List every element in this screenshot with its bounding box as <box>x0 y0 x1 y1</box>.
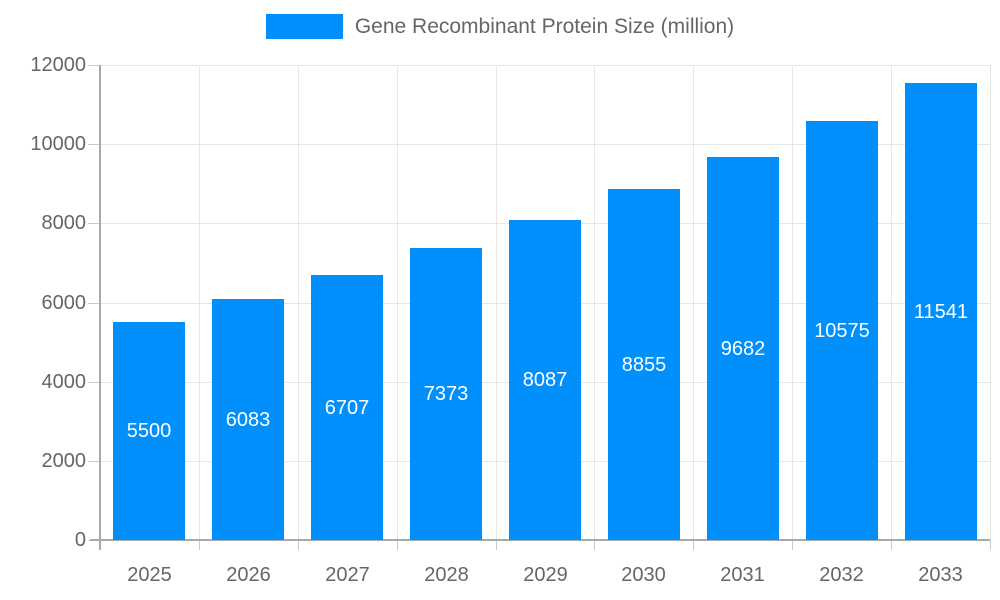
bar-value-label: 9682 <box>720 337 766 360</box>
bar-2030[interactable]: 8855 <box>608 189 680 540</box>
bar-2033[interactable]: 11541 <box>905 83 977 540</box>
y-axis-tick-label: 4000 <box>41 371 87 393</box>
bar-value-label: 8087 <box>522 369 568 391</box>
x-gridline <box>397 65 398 540</box>
x-gridline <box>199 65 200 540</box>
x-tick <box>594 540 595 550</box>
x-gridline <box>496 65 497 540</box>
x-tick <box>298 540 299 550</box>
x-tick <box>496 540 497 550</box>
x-tick <box>693 540 694 550</box>
bar-2031[interactable]: 9682 <box>707 157 779 540</box>
x-gridline <box>792 65 793 540</box>
bar-value-label: 8855 <box>621 353 667 376</box>
x-tick <box>792 540 793 550</box>
x-axis-tick-label: 2033 <box>918 564 963 586</box>
bar-value-label: 7373 <box>423 383 469 405</box>
y-tick <box>88 144 100 145</box>
x-tick <box>397 540 398 550</box>
x-axis-line <box>90 539 990 541</box>
x-axis-tick-label: 2025 <box>127 564 172 586</box>
y-axis-tick-label: 8000 <box>41 212 87 234</box>
x-axis-tick-label: 2029 <box>523 564 568 586</box>
y-tick <box>88 382 100 383</box>
x-axis-tick-label: 2027 <box>325 564 370 586</box>
y-gridline <box>100 65 990 66</box>
x-axis-tick-label: 2031 <box>720 564 765 586</box>
bar-2032[interactable]: 10575 <box>806 121 878 540</box>
bar-2025[interactable]: 5500 <box>113 322 185 540</box>
x-gridline <box>594 65 595 540</box>
bar-value-label: 11541 <box>913 300 969 323</box>
legend-item[interactable]: Gene Recombinant Protein Size (million) <box>0 14 1000 39</box>
legend-label: Gene Recombinant Protein Size (million) <box>354 14 735 38</box>
bar-2026[interactable]: 6083 <box>212 299 284 540</box>
bar-2027[interactable]: 6707 <box>311 275 383 540</box>
x-gridline <box>990 65 991 540</box>
bar-2028[interactable]: 7373 <box>410 248 482 540</box>
y-tick <box>88 223 100 224</box>
y-axis-tick-label: 0 <box>74 529 86 551</box>
x-tick <box>891 540 892 550</box>
x-tick <box>990 540 991 550</box>
x-axis-tick-label: 2026 <box>226 564 271 586</box>
bar-value-label: 10575 <box>814 319 870 342</box>
x-gridline <box>891 65 892 540</box>
x-gridline <box>693 65 694 540</box>
x-axis-tick-label: 2028 <box>424 564 469 586</box>
x-axis-tick-label: 2032 <box>819 564 864 586</box>
bar-value-label: 5500 <box>126 420 172 442</box>
x-axis-tick-label: 2030 <box>621 564 666 586</box>
bar-value-label: 6707 <box>324 396 370 419</box>
y-axis-tick-label: 10000 <box>30 133 86 155</box>
y-tick <box>88 65 100 66</box>
bar-2029[interactable]: 8087 <box>509 220 581 540</box>
legend-swatch <box>265 14 343 39</box>
y-tick <box>88 303 100 304</box>
y-axis-tick-label: 6000 <box>41 292 87 314</box>
x-tick <box>199 540 200 550</box>
bar-value-label: 6083 <box>225 408 271 431</box>
y-axis-line <box>99 65 101 550</box>
x-gridline <box>298 65 299 540</box>
y-axis-tick-label: 12000 <box>30 54 86 76</box>
y-gridline <box>100 144 990 145</box>
y-tick <box>88 461 100 462</box>
y-axis-tick-label: 2000 <box>41 450 87 472</box>
